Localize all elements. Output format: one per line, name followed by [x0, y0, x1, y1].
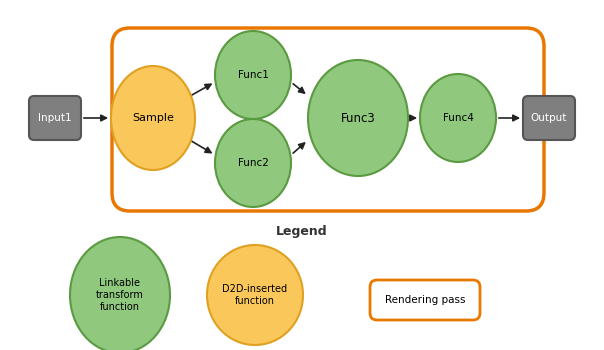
Text: Legend: Legend — [276, 225, 328, 238]
Text: Sample: Sample — [132, 113, 174, 123]
Text: Func1: Func1 — [237, 70, 268, 80]
Text: Output: Output — [531, 113, 567, 123]
Ellipse shape — [70, 237, 170, 350]
Text: Func4: Func4 — [443, 113, 474, 123]
Ellipse shape — [111, 66, 195, 170]
Ellipse shape — [308, 60, 408, 176]
Text: Func2: Func2 — [237, 158, 268, 168]
Text: Linkable
transform
function: Linkable transform function — [96, 278, 144, 312]
Ellipse shape — [207, 245, 303, 345]
Text: Input1: Input1 — [38, 113, 72, 123]
FancyBboxPatch shape — [523, 96, 575, 140]
Ellipse shape — [215, 31, 291, 119]
FancyBboxPatch shape — [29, 96, 81, 140]
Text: Rendering pass: Rendering pass — [385, 295, 465, 305]
Ellipse shape — [215, 119, 291, 207]
Text: D2D-inserted
function: D2D-inserted function — [222, 284, 288, 306]
Text: Func3: Func3 — [341, 112, 375, 125]
Ellipse shape — [420, 74, 496, 162]
